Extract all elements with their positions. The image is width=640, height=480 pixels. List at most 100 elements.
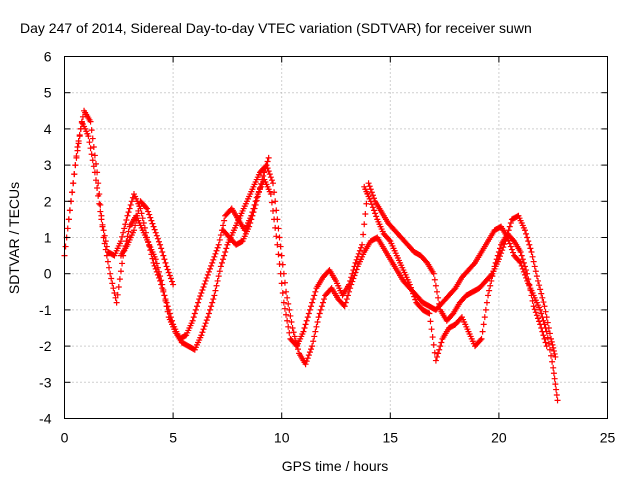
data-point-track-a xyxy=(109,280,116,287)
data-point-track-b xyxy=(362,210,369,217)
data-point-track-b xyxy=(346,281,353,288)
data-point-track-a xyxy=(106,264,113,271)
data-point-track-b xyxy=(212,250,219,257)
data-point-track-a xyxy=(551,375,558,382)
data-point-track-c xyxy=(521,263,528,270)
data-point-track-b xyxy=(525,238,532,245)
data-point-track-a xyxy=(124,233,131,240)
data-point-track-b xyxy=(286,329,293,336)
data-point-track-b xyxy=(71,171,78,178)
data-point-track-b xyxy=(120,229,127,236)
data-point-track-b xyxy=(536,282,543,289)
data-point-track-c xyxy=(543,343,550,350)
data-point-track-a xyxy=(152,256,159,263)
data-point-track-c xyxy=(162,259,169,266)
data-point-track-a xyxy=(87,118,94,125)
data-point-track-a xyxy=(554,397,561,404)
data-point-track-c xyxy=(154,235,161,242)
data-point-track-c xyxy=(150,223,157,230)
data-point-track-b xyxy=(276,261,283,268)
data-point-track-c xyxy=(524,270,531,277)
data-point-track-b xyxy=(76,133,83,140)
data-point-track-c xyxy=(495,248,502,255)
data-point-track-c xyxy=(525,276,532,283)
data-point-track-a xyxy=(353,266,360,273)
data-point-track-a xyxy=(294,346,301,353)
data-point-track-c xyxy=(492,259,499,266)
data-point-track-c xyxy=(253,197,260,204)
data-point-track-b xyxy=(526,241,533,248)
data-point-track-c xyxy=(428,326,435,333)
data-point-track-c xyxy=(132,222,139,229)
data-point-track-b xyxy=(488,271,495,278)
data-point-track-b xyxy=(140,220,147,227)
data-point-track-c xyxy=(260,172,267,179)
data-point-track-a xyxy=(209,299,216,306)
data-point-track-c xyxy=(373,213,380,220)
data-point-track-b xyxy=(164,303,171,310)
data-point-track-c xyxy=(519,256,526,263)
data-point-track-a xyxy=(550,364,557,371)
data-point-track-b xyxy=(277,270,284,277)
data-point-track-b xyxy=(423,258,430,265)
data-point-track-a xyxy=(553,391,560,398)
data-point-track-c xyxy=(131,227,138,234)
data-point-track-b xyxy=(433,288,440,295)
x-tick-label: 25 xyxy=(600,430,616,446)
data-point-track-c xyxy=(481,314,488,321)
data-point-track-c xyxy=(254,193,261,200)
y-tick-label: -1 xyxy=(39,302,52,318)
data-point-track-b xyxy=(221,217,228,224)
data-point-track-b xyxy=(278,280,285,287)
data-point-track-c xyxy=(367,198,374,205)
data-point-track-b xyxy=(300,328,307,335)
data-point-track-b xyxy=(155,274,162,281)
data-point-track-c xyxy=(406,281,413,288)
data-point-track-a xyxy=(277,243,284,250)
x-tick-label: 10 xyxy=(274,430,290,446)
data-point-track-b xyxy=(367,186,374,193)
data-point-track-c xyxy=(144,205,151,212)
data-point-track-a xyxy=(114,291,121,298)
data-point-track-a xyxy=(321,296,328,303)
y-axis-label: SDTVAR / TECUs xyxy=(6,182,22,294)
data-point-track-a xyxy=(316,310,323,317)
data-point-track-c xyxy=(258,180,265,187)
data-point-track-c xyxy=(527,286,534,293)
data-point-track-a xyxy=(110,285,117,292)
data-point-track-b xyxy=(151,262,158,269)
data-point-track-a xyxy=(265,168,272,175)
data-point-track-a xyxy=(97,201,104,208)
data-point-track-a xyxy=(546,346,553,353)
data-point-track-a xyxy=(343,296,350,303)
data-point-track-a xyxy=(290,329,297,336)
data-point-track-b xyxy=(195,299,202,306)
data-point-track-b xyxy=(309,299,316,306)
data-point-track-c xyxy=(166,272,173,279)
data-point-track-b xyxy=(431,276,438,283)
data-point-track-b xyxy=(213,247,220,254)
data-point-track-a xyxy=(315,314,322,321)
data-point-track-b xyxy=(89,157,96,164)
data-point-track-b xyxy=(542,308,549,315)
data-point-track-a xyxy=(125,228,132,235)
data-point-track-c xyxy=(529,297,536,304)
data-point-track-b xyxy=(531,263,538,270)
data-point-track-b xyxy=(528,248,535,255)
data-point-track-b xyxy=(163,299,170,306)
data-point-track-c xyxy=(372,210,379,217)
data-point-track-a xyxy=(319,299,326,306)
data-point-track-b xyxy=(153,268,160,275)
data-point-track-b xyxy=(209,259,216,266)
data-point-track-a xyxy=(309,343,316,350)
data-point-track-c xyxy=(432,357,439,364)
data-point-track-c xyxy=(261,169,268,176)
data-point-track-b xyxy=(365,180,372,187)
data-point-track-c xyxy=(247,220,254,227)
data-point-track-a xyxy=(538,310,545,317)
data-point-track-c xyxy=(411,293,418,300)
data-point-track-a xyxy=(221,252,228,259)
data-point-track-b xyxy=(506,223,513,230)
data-point-track-c xyxy=(482,306,489,313)
data-point-track-c xyxy=(540,332,547,339)
